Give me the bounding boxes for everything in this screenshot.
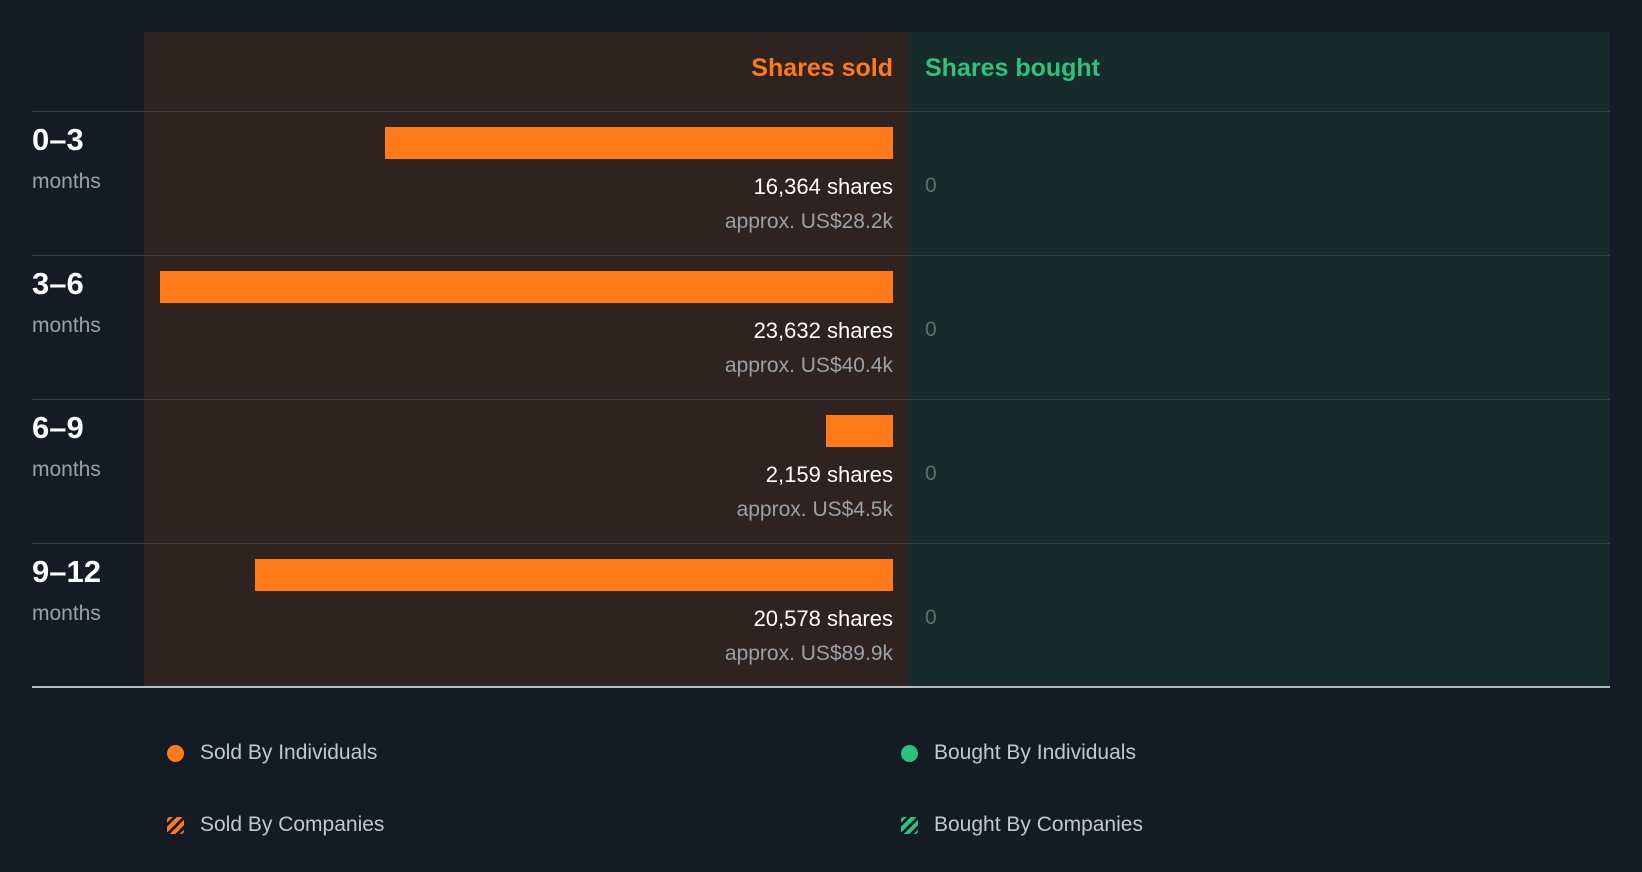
period-label: 0–3 [32, 122, 84, 157]
period-row: 0–3 months 16,364 shares approx. US$28.2… [0, 112, 1642, 256]
row-divider [32, 255, 1610, 256]
baseline [32, 686, 1610, 688]
legend-label: Sold By Individuals [200, 741, 378, 764]
period-unit: months [32, 170, 101, 193]
bought-value-label: 0 [925, 606, 937, 629]
period-unit: months [32, 602, 101, 625]
legend-bought-individuals[interactable]: Bought By Individuals [901, 741, 1136, 765]
orange-hatched-icon [167, 816, 184, 834]
row-divider [32, 111, 1610, 112]
period-row: 9–12 months 20,578 shares approx. US$89.… [0, 544, 1642, 688]
bought-panel [908, 32, 1610, 687]
legend-sold-companies[interactable]: Sold By Companies [167, 813, 384, 837]
green-hatched-icon [901, 816, 918, 834]
sold-shares-label: 16,364 shares [753, 174, 893, 199]
period-label: 9–12 [32, 554, 101, 589]
period-label: 3–6 [32, 266, 84, 301]
green-dot-icon [901, 744, 918, 762]
sold-bar [385, 127, 893, 159]
sold-bar [255, 559, 893, 591]
legend-sold-individuals[interactable]: Sold By Individuals [167, 741, 377, 765]
legend-label: Sold By Companies [200, 813, 385, 836]
sold-bar [160, 271, 893, 303]
sold-value-label: approx. US$28.2k [724, 210, 893, 233]
bought-value-label: 0 [925, 318, 937, 341]
period-row: 3–6 months 23,632 shares approx. US$40.4… [0, 256, 1642, 400]
orange-dot-icon [167, 744, 184, 762]
legend-label: Bought By Individuals [934, 741, 1136, 764]
legend-label: Bought By Companies [934, 813, 1143, 836]
shares-sold-header: Shares sold [751, 54, 893, 82]
bought-value-label: 0 [925, 174, 937, 197]
sold-value-label: approx. US$40.4k [724, 354, 893, 377]
row-divider [32, 543, 1610, 544]
period-row: 6–9 months 2,159 shares approx. US$4.5k … [0, 400, 1642, 544]
sold-value-label: approx. US$4.5k [736, 498, 893, 521]
sold-shares-label: 23,632 shares [753, 318, 893, 343]
period-unit: months [32, 314, 101, 337]
period-label: 6–9 [32, 410, 84, 445]
sold-shares-label: 2,159 shares [765, 462, 893, 487]
sold-bar [826, 415, 893, 447]
sold-value-label: approx. US$89.9k [724, 642, 893, 665]
bought-value-label: 0 [925, 462, 937, 485]
row-divider [32, 399, 1610, 400]
legend-bought-companies[interactable]: Bought By Companies [901, 813, 1143, 837]
shares-bought-header: Shares bought [925, 54, 1101, 82]
sold-shares-label: 20,578 shares [753, 606, 893, 631]
period-unit: months [32, 458, 101, 481]
